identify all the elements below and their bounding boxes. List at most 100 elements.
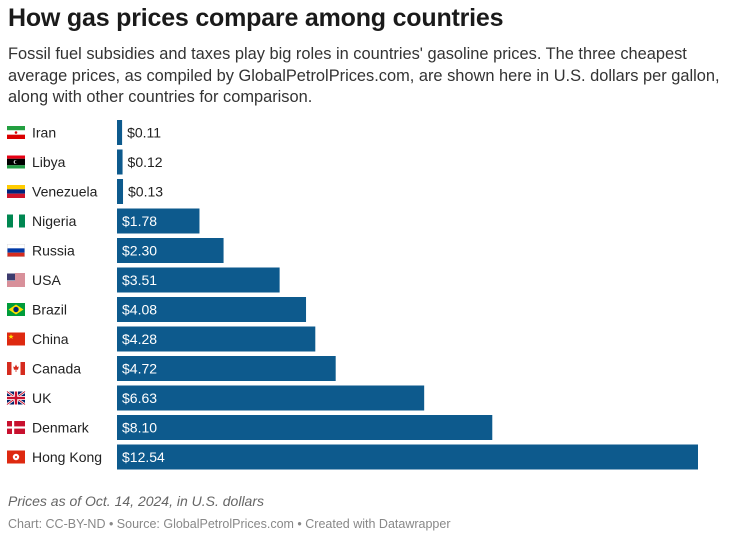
bar-row: Denmark $8.10 — [7, 415, 493, 440]
category-label: Russia — [32, 243, 75, 259]
category-label: Hong Kong — [32, 449, 102, 465]
value-label: $4.08 — [122, 302, 157, 318]
value-label: $8.10 — [122, 420, 157, 436]
bar-row: Russia $2.30 — [7, 238, 224, 263]
category-label: Canada — [32, 361, 81, 377]
bar-row: Iran $0.11 — [7, 120, 161, 145]
flag-border — [7, 244, 25, 257]
flag-part — [7, 279, 25, 281]
value-label: $12.54 — [122, 449, 165, 465]
flag-part — [7, 214, 13, 228]
denmark-flag — [7, 421, 25, 434]
bar-row: Canada $4.72 — [7, 356, 336, 381]
bar-row: Libya $0.12 — [7, 149, 163, 175]
bar — [117, 444, 698, 470]
flag-emblem — [14, 131, 18, 134]
flag-part — [7, 283, 25, 285]
bar — [117, 326, 316, 352]
flag-star — [8, 334, 14, 339]
flag-part — [7, 248, 25, 253]
flag-part — [20, 362, 25, 375]
bar-row: Nigeria $1.78 — [7, 208, 200, 234]
value-label: $6.63 — [122, 390, 157, 406]
chart-title: How gas prices compare among countries — [8, 4, 504, 32]
flag-leaf — [13, 364, 19, 372]
bar-row: Hong Kong $12.54 — [7, 444, 698, 470]
flag-part — [7, 126, 25, 131]
flag-part — [7, 193, 25, 198]
category-label: China — [32, 331, 69, 347]
bar-chart: Iran $0.11 Libya $0.12 Venezuela $0.13 Nigeria… — [6, 120, 698, 470]
flag-part — [7, 362, 12, 375]
category-label: Libya — [32, 154, 66, 170]
flag-part — [7, 273, 25, 275]
bar — [117, 238, 224, 263]
hong-kong-flag — [7, 450, 25, 464]
flag-part — [7, 285, 25, 287]
value-label: $3.51 — [122, 272, 157, 288]
brazil-flag — [7, 303, 25, 316]
category-label: Iran — [32, 125, 56, 141]
iran-flag — [7, 126, 25, 139]
flag-part — [7, 281, 25, 283]
flag-part — [7, 396, 25, 400]
flag-part — [7, 165, 25, 169]
category-label: Brazil — [32, 302, 67, 318]
bar — [117, 149, 123, 175]
flag-part — [7, 244, 25, 249]
flag-part — [7, 275, 25, 277]
flag-part — [7, 284, 25, 286]
value-label: $4.72 — [122, 361, 157, 377]
bar — [117, 385, 425, 411]
category-label: USA — [32, 272, 61, 288]
flag-part — [7, 252, 25, 257]
bar — [117, 415, 493, 440]
value-label: $4.28 — [122, 331, 157, 347]
category-label: UK — [32, 390, 52, 406]
bar — [117, 120, 123, 145]
flag-flower-center — [15, 456, 17, 458]
flag-part — [7, 274, 25, 276]
flag-part — [7, 277, 25, 279]
flag-part — [7, 278, 25, 280]
bar — [117, 208, 200, 234]
uk-flag — [6, 390, 26, 406]
value-label: $0.11 — [127, 125, 161, 141]
bar-row: Brazil $4.08 — [7, 297, 307, 322]
libya-flag — [7, 155, 25, 169]
usa-flag — [7, 273, 25, 287]
bar-row: UK $6.63 — [6, 385, 425, 411]
flag-part — [7, 426, 25, 429]
flag-part — [19, 214, 25, 228]
bar — [117, 356, 336, 381]
bar-row: China $4.28 — [7, 326, 316, 352]
flag-part — [7, 134, 25, 139]
chart-footer: Chart: CC-BY-ND • Source: GlobalPetrolPr… — [8, 517, 451, 531]
flag-part — [7, 155, 25, 159]
chart-subtitle: Fossil fuel subsidies and taxes play big… — [8, 45, 720, 106]
value-label: $2.30 — [122, 243, 157, 259]
value-label: $0.12 — [128, 154, 163, 170]
bar — [117, 179, 124, 204]
value-label: $0.13 — [128, 184, 163, 200]
flag-part — [7, 280, 25, 282]
flag-canton — [7, 273, 15, 281]
flag-part — [7, 185, 25, 190]
flag-globe — [13, 306, 19, 313]
venezuela-flag — [7, 185, 25, 198]
nigeria-flag — [7, 214, 25, 228]
category-label: Venezuela — [32, 184, 98, 200]
flag-part — [7, 276, 25, 278]
flag-part — [13, 214, 19, 228]
bar-row: USA $3.51 — [7, 267, 280, 293]
bar — [117, 267, 280, 293]
value-label: $1.78 — [122, 213, 157, 229]
date-note: Prices as of Oct. 14, 2024, in U.S. doll… — [8, 493, 265, 509]
canada-flag — [7, 362, 25, 375]
bar-row: Venezuela $0.13 — [7, 179, 163, 204]
flag-part — [7, 332, 25, 346]
china-flag — [7, 332, 25, 346]
flag-crescent-cut — [14, 160, 18, 164]
category-label: Denmark — [32, 420, 90, 436]
russia-flag — [7, 244, 25, 257]
